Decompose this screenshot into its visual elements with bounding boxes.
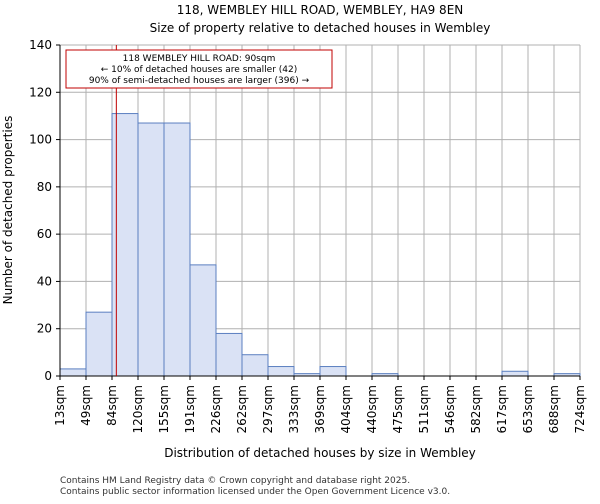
x-tick-label: 297sqm — [261, 385, 275, 433]
footer-line-2: Contains public sector information licen… — [60, 487, 450, 497]
histogram-bar — [215, 332, 243, 377]
histogram-bar — [85, 311, 113, 377]
histogram-bar — [137, 122, 165, 377]
x-tick-label: 262sqm — [235, 385, 249, 433]
x-tick-label: 475sqm — [391, 385, 405, 433]
annotation-line-2: ← 10% of detached houses are smaller (42… — [101, 65, 298, 75]
annotation-line-1: 118 WEMBLEY HILL ROAD: 90sqm — [123, 54, 276, 64]
y-axis-label: Number of detached properties — [1, 116, 15, 305]
y-tick-label: 60 — [37, 227, 52, 241]
x-tick-label: 653sqm — [521, 385, 535, 433]
x-tick-label: 84sqm — [105, 385, 119, 426]
y-tick-label: 80 — [37, 180, 52, 194]
chart-title: 118, WEMBLEY HILL ROAD, WEMBLEY, HA9 8EN — [177, 3, 464, 17]
x-tick-label: 369sqm — [313, 385, 327, 433]
x-tick-label: 440sqm — [365, 385, 379, 433]
y-tick-label: 120 — [29, 85, 52, 99]
x-tick-label: 546sqm — [443, 385, 457, 433]
bars-group — [59, 113, 581, 377]
annotation-frame — [65, 49, 333, 89]
x-tick-label: 13sqm — [53, 385, 67, 426]
x-tick-label: 226sqm — [209, 385, 223, 433]
x-tick-label: 724sqm — [573, 385, 587, 433]
y-tick-label: 40 — [37, 274, 52, 288]
footer-line-1: Contains HM Land Registry data © Crown c… — [60, 476, 410, 486]
histogram-bar — [163, 122, 191, 377]
histogram-bar — [319, 366, 347, 377]
y-tick-label: 100 — [29, 133, 52, 147]
y-tick-label: 0 — [44, 369, 52, 383]
annotation-line-3: 90% of semi-detached houses are larger (… — [89, 76, 310, 86]
y-tick-label: 140 — [29, 38, 52, 52]
x-axis-ticks: 13sqm 49sqm 84sqm 120sqm 155sqm 191sqm 226sqm 2… — [53, 376, 587, 433]
x-tick-label: 582sqm — [469, 385, 483, 433]
x-tick-label: 191sqm — [183, 385, 197, 433]
x-tick-label: 617sqm — [495, 385, 509, 433]
y-axis-ticks: 0 20 40 60 80 100 120 140 — [29, 38, 60, 383]
x-axis-label: Distribution of detached houses by size … — [164, 446, 476, 460]
chart-subtitle: Size of property relative to detached ho… — [150, 21, 491, 35]
histogram-bar — [241, 354, 269, 377]
x-tick-label: 49sqm — [79, 385, 93, 426]
histogram-bar — [501, 370, 529, 377]
histogram-bar — [59, 368, 87, 377]
x-tick-label: 120sqm — [131, 385, 145, 433]
annotation-box: 118 WEMBLEY HILL ROAD: 90sqm ← 10% of de… — [65, 49, 333, 89]
histogram-bar — [189, 264, 217, 377]
y-tick-label: 20 — [37, 322, 52, 336]
histogram-bar — [267, 366, 295, 377]
x-tick-label: 404sqm — [339, 385, 353, 433]
x-tick-label: 511sqm — [417, 385, 431, 433]
x-tick-label: 155sqm — [157, 385, 171, 433]
x-tick-label: 333sqm — [287, 385, 301, 433]
x-tick-label: 688sqm — [547, 385, 561, 433]
